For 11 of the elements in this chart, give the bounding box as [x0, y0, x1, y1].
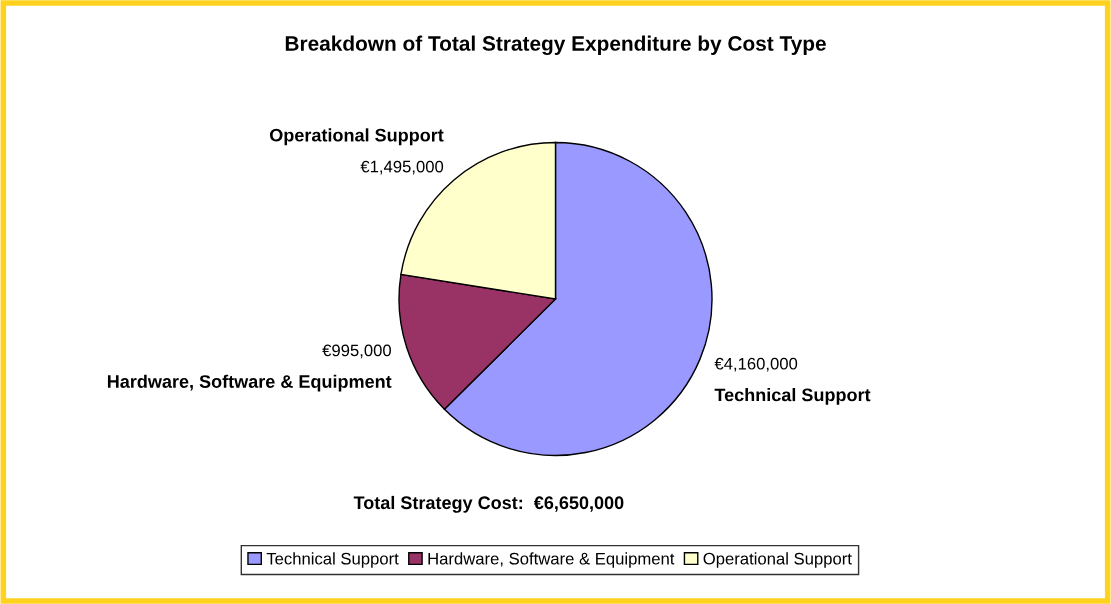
legend-label: Hardware, Software & Equipment — [428, 552, 675, 568]
text: Total Strategy Cost: €6,650,000 — [353, 495, 624, 513]
legend-label: Operational Support — [703, 552, 852, 568]
data-label: €995,000 — [322, 344, 392, 359]
data-label: €4,160,000 — [714, 357, 798, 372]
slice-label: Technical Support — [714, 388, 871, 405]
data-label: €1,495,000 — [360, 160, 444, 175]
slice-label: Operational Support — [269, 128, 444, 146]
legend-label: Technical Support — [266, 552, 399, 568]
chart-title: Breakdown of Total Strategy Expenditure by Cost Type — [285, 35, 826, 56]
slice-label: Hardware, Software & Equipment — [107, 374, 392, 392]
